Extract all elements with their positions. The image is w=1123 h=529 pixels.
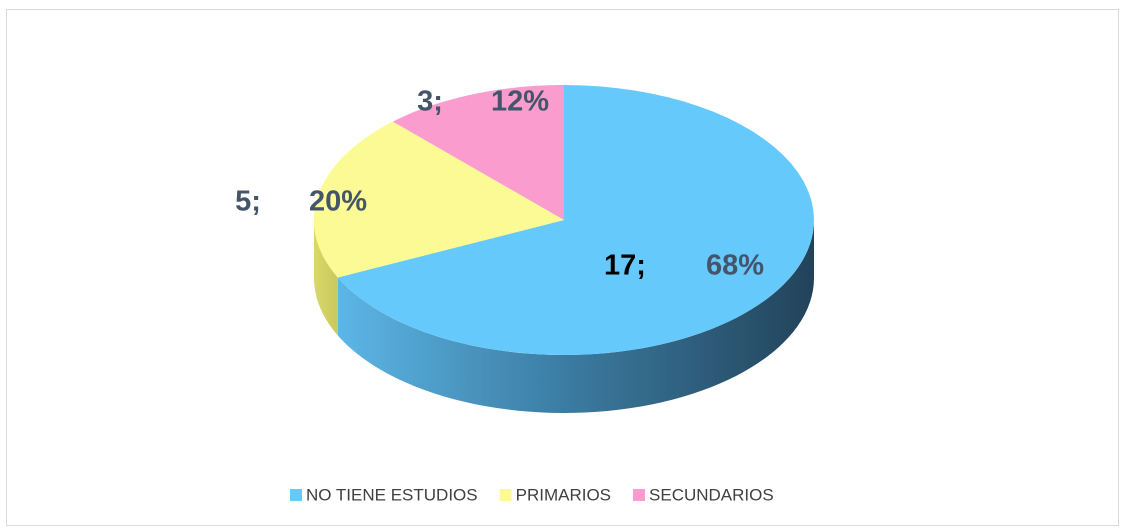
percent-label: 68% — [706, 250, 764, 282]
data-label: 3; — [417, 86, 443, 118]
legend-swatch — [499, 489, 512, 501]
pie-slice — [392, 85, 564, 220]
pie-side — [337, 220, 814, 413]
data-label: 17; — [604, 250, 646, 282]
percent-label: 12% — [491, 86, 549, 118]
legend-swatch — [633, 489, 646, 501]
percent-label: 20% — [309, 186, 367, 218]
legend-label: SECUNDARIOS — [649, 485, 774, 504]
pie-side — [314, 220, 338, 336]
pie-slice — [314, 121, 564, 278]
pie-slice — [337, 85, 814, 355]
legend-swatch — [290, 489, 302, 501]
data-label: 5; — [235, 186, 261, 218]
legend-label: NO TIENE ESTUDIOS — [306, 485, 478, 504]
legend-label: PRIMARIOS — [516, 485, 611, 504]
